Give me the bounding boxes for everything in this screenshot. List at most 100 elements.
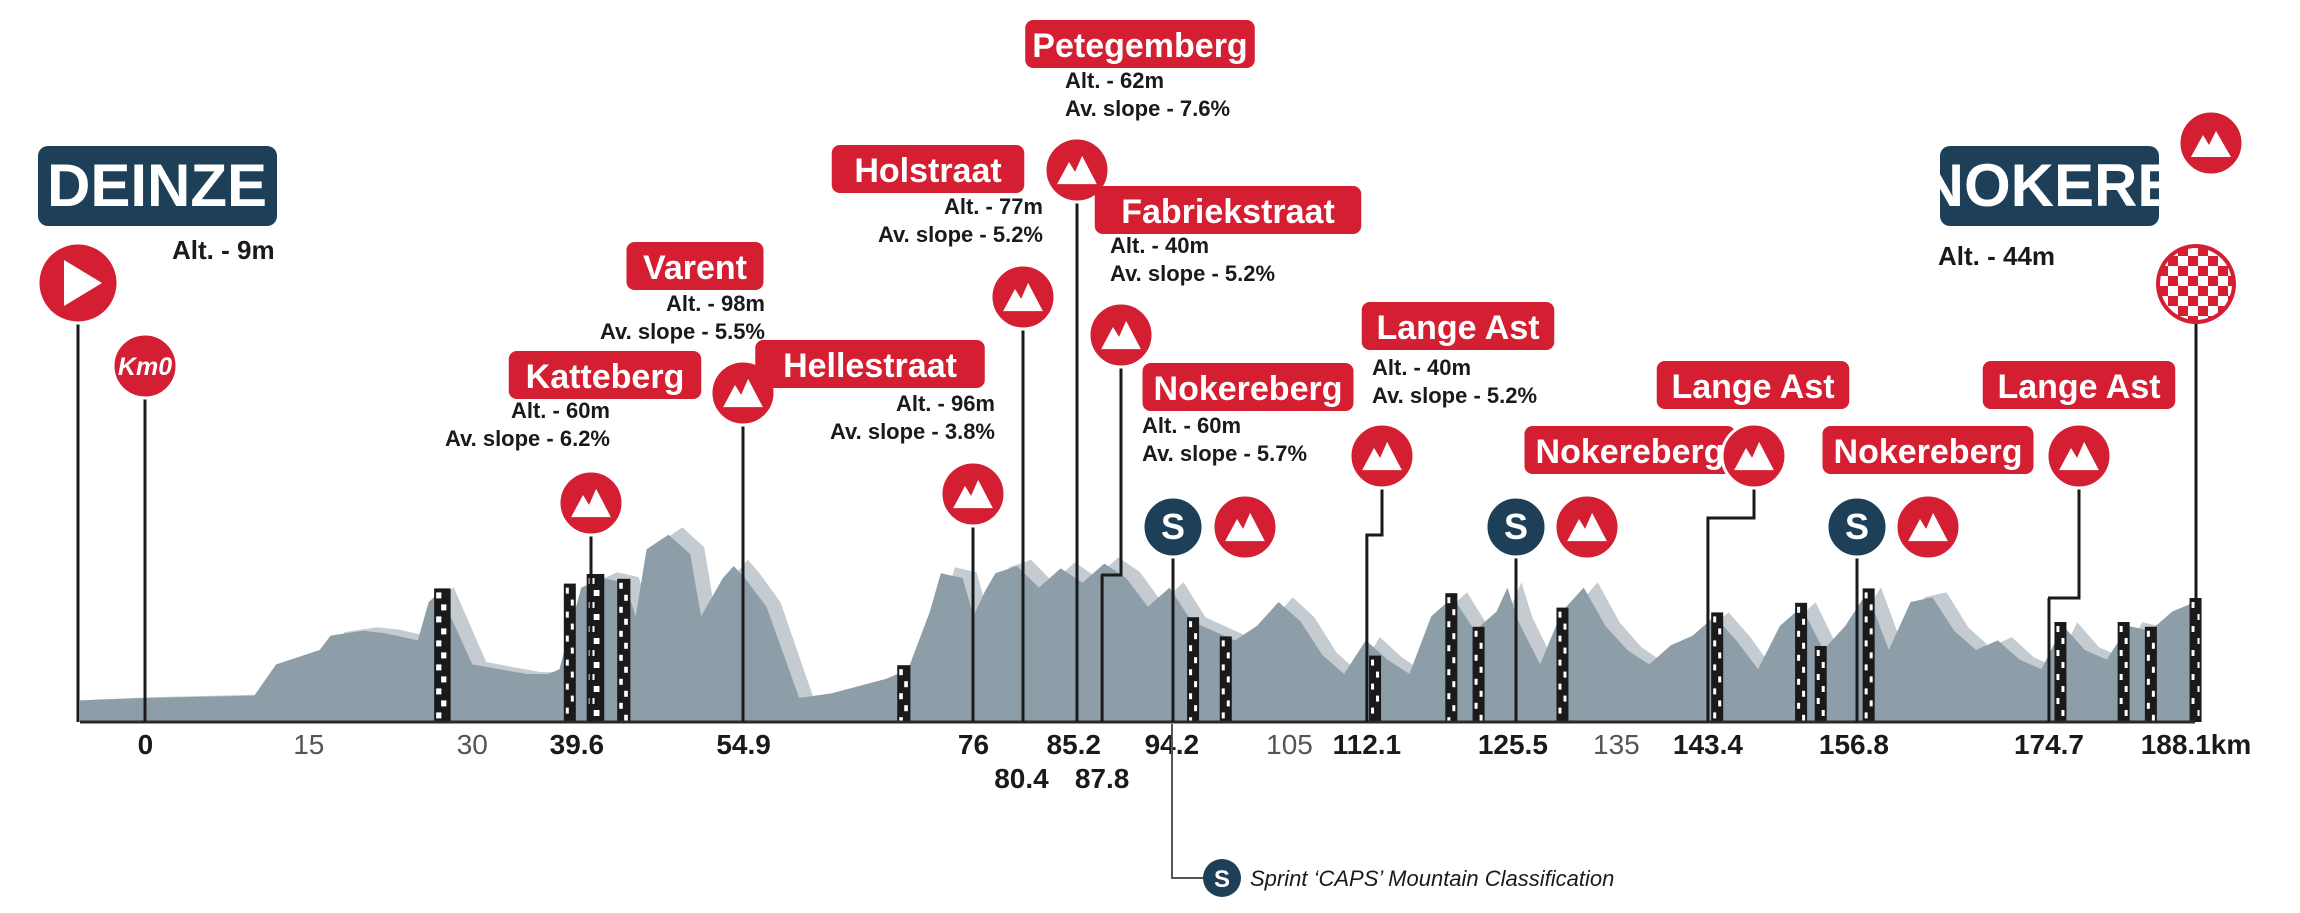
profile-layer [80, 527, 2202, 724]
climb-name-tag: Varent [626, 242, 764, 290]
climb-name-tag: Holstraat [831, 145, 1025, 193]
climb-name-tag: Nokereberg [1524, 426, 1736, 474]
tick-label-85-2: 85.2 [1047, 729, 1102, 760]
cobble-sector-14 [1814, 646, 1827, 722]
climb-name: Lange Ast [1997, 368, 2160, 406]
climb-slope: Av. slope - 5.2% [1372, 383, 1537, 408]
cobble-sector-16 [2054, 622, 2067, 722]
climb-10: Lange Ast [1656, 361, 1850, 490]
cobble-sector-3 [586, 574, 605, 722]
climb-name-tag: Nokereberg [1142, 363, 1354, 411]
climb-9: S Nokereberg [1484, 426, 1736, 561]
climb-7: S Nokereberg Alt. - 60m Av. slope - 5.7% [1141, 363, 1354, 561]
cobble-sector-7 [1219, 636, 1232, 722]
climb-altitude: Alt. - 40m [1110, 233, 1209, 258]
mountain-climb-icon [1894, 493, 1962, 561]
climb-name-box [1656, 361, 1850, 409]
climb-altitude: Alt. - 77m [944, 194, 1043, 219]
start-block: DEINZE Alt. - 9m Km0 [36, 146, 277, 400]
start-name: DEINZE [47, 152, 267, 219]
tick-label-188-1: 188.1km [2141, 729, 2252, 760]
climb-slope: Av. slope - 5.7% [1142, 441, 1307, 466]
tick-label-112-1: 112.1 [1333, 729, 1402, 760]
cobble-sector-5 [897, 665, 911, 724]
finish-block: NOKERE Alt. - 44m [1921, 109, 2245, 324]
cobble-sector-6 [1187, 617, 1200, 724]
tick-label-80-4: 80.4 [994, 763, 1049, 794]
climb-pole-12 [2047, 486, 2081, 722]
finish-name-box [1940, 146, 2159, 226]
climb-name-tag: Lange Ast [1656, 361, 1850, 409]
climb-slope: Av. slope - 5.5% [600, 319, 765, 344]
climb-name: Nokereberg [1536, 433, 1725, 471]
cobble-sector-15 [1862, 588, 1875, 722]
climb-name-box [1361, 302, 1555, 350]
climb-name-tag: Nokereberg [1822, 426, 2034, 474]
climb-altitude: Alt. - 60m [511, 398, 610, 423]
cobble-sector-2 [563, 583, 576, 722]
legend-sprint-icon: S [1203, 859, 1241, 897]
sprint-icon: S [1141, 495, 1205, 559]
start-altitude: Alt. - 9m [172, 235, 275, 265]
finish-checkered-flag-icon [2156, 244, 2236, 324]
climb-name: Lange Ast [1376, 309, 1539, 347]
climb-altitude: Alt. - 62m [1065, 68, 1164, 93]
sprint-letter: S [1161, 506, 1185, 547]
tick-label-105: 105 [1266, 729, 1313, 760]
cobble-sector-11 [1556, 607, 1569, 722]
cobble-sector-4 [617, 578, 631, 722]
climb-pole-6 [1100, 365, 1123, 722]
tick-label-174-7: 174.7 [2014, 729, 2084, 760]
climb-altitude: Alt. - 40m [1372, 355, 1471, 380]
km0-label: Km0 [118, 353, 172, 381]
climb-name: Katteberg [526, 358, 685, 396]
climb-name-box [831, 145, 1025, 193]
start-name-box [38, 146, 277, 226]
sprint-icon: S [1484, 495, 1548, 559]
climb-name-box [1142, 363, 1354, 411]
tick-label-135: 135 [1593, 729, 1640, 760]
cobble-sector-12 [1711, 612, 1724, 722]
mountain-climb-icon [557, 469, 625, 537]
climb-11: S Nokereberg [1822, 426, 2034, 561]
climb-name-tag: Petegemberg [1025, 20, 1255, 68]
climb-name-box [1524, 426, 1736, 474]
climb-name: Nokereberg [1154, 370, 1343, 408]
sprint-letter: S [1845, 506, 1869, 547]
climb-altitude: Alt. - 96m [896, 391, 995, 416]
climb-name-box [755, 340, 985, 388]
climb-name: Lange Ast [1671, 368, 1834, 406]
tick-label-143-4: 143.4 [1673, 729, 1743, 760]
tick-label-0: 0 [138, 729, 154, 760]
climb-slope: Av. slope - 7.6% [1065, 96, 1230, 121]
climb-slope: Av. slope - 5.2% [878, 222, 1043, 247]
mountain-climb-icon [1348, 422, 1416, 490]
climb-name-box [1094, 186, 1362, 234]
profile-front-area [80, 534, 2195, 722]
cobble-sector-17 [2117, 622, 2130, 722]
tick-label-15: 15 [293, 729, 324, 760]
climb-slope: Av. slope - 3.8% [830, 419, 995, 444]
km0-badge-icon: Km0 [111, 332, 179, 400]
climb-4: Holstraat Alt. - 77m Av. slope - 5.2% [831, 145, 1057, 331]
legend: S Sprint ‘CAPS’ Mountain Classification [1171, 724, 1614, 897]
climb-altitude: Alt. - 98m [666, 291, 765, 316]
climb-name-tag: Hellestraat [755, 340, 985, 388]
mountain-climb-icon [989, 263, 1057, 331]
climb-name-tag: Lange Ast [1361, 302, 1555, 350]
tick-label-125-5: 125.5 [1478, 729, 1548, 760]
legend-text: Sprint ‘CAPS’ Mountain Classification [1250, 866, 1614, 891]
tick-label-30: 30 [457, 729, 488, 760]
climb-name-tag: Fabriekstraat [1094, 186, 1362, 234]
climb-name: Petegemberg [1032, 27, 1247, 65]
climb-name-box [626, 242, 764, 290]
climb-name: Hellestraat [783, 347, 957, 385]
legend-leader-line [1171, 724, 1205, 879]
mountain-climb-icon [1553, 493, 1621, 561]
start-flag-play-icon [36, 241, 120, 325]
